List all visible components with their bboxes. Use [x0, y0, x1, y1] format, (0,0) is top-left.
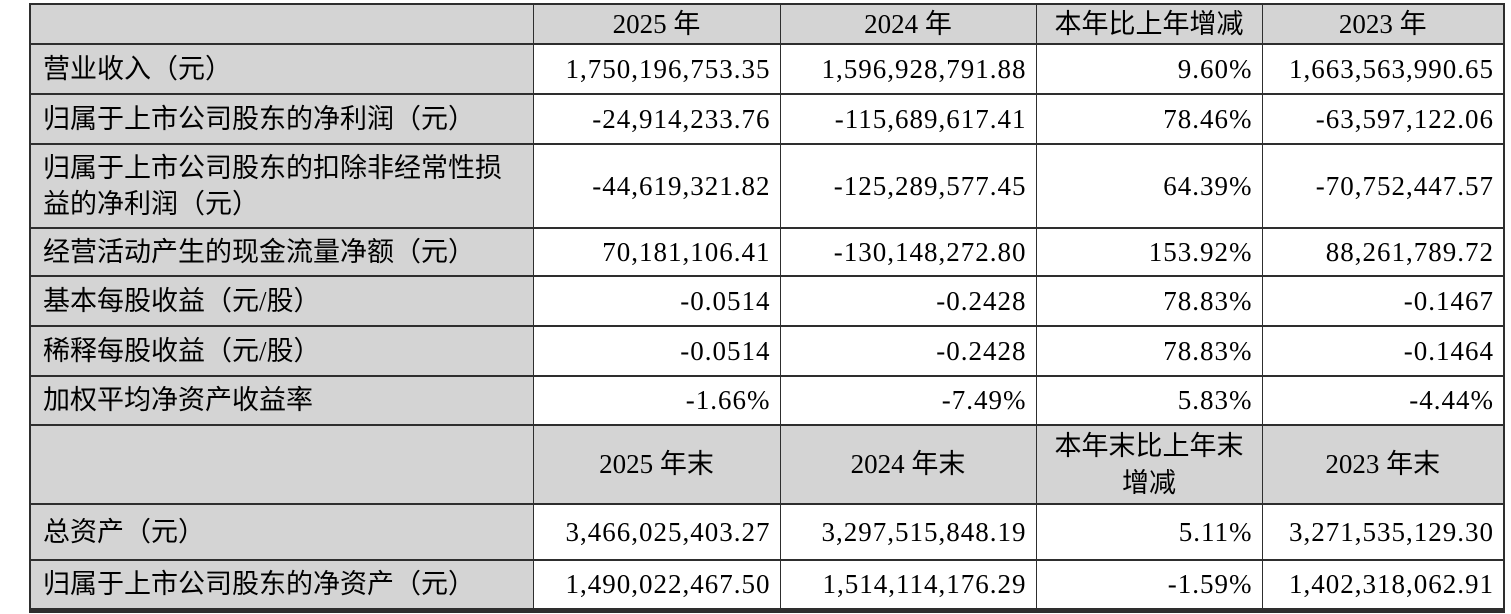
cell-value: -1.59%: [1035, 559, 1263, 613]
cell-value: 1,663,563,990.65: [1261, 43, 1505, 95]
table-row-basic-eps: 基本每股收益（元/股） -0.0514 -0.2428 78.83% -0.14…: [29, 275, 1505, 327]
annual-header-row: 2025 年 2024 年 本年比上年增减 2023 年: [29, 3, 1505, 45]
row-label: 归属于上市公司股东的净资产（元）: [29, 559, 534, 613]
cell-value: 5.83%: [1035, 375, 1263, 426]
row-label: 归属于上市公司股东的净利润（元）: [29, 93, 534, 145]
cell-value: -4.44%: [1261, 375, 1505, 426]
cell-value: -115,689,617.41: [779, 93, 1037, 145]
cell-value: 78.83%: [1035, 275, 1263, 327]
col-header-yoy-change: 本年比上年增减: [1035, 3, 1263, 45]
cell-value: -0.0514: [532, 325, 781, 377]
cell-value: -125,289,577.45: [779, 143, 1037, 229]
cell-value: -1.66%: [532, 375, 781, 426]
cell-value: -130,148,272.80: [779, 227, 1037, 277]
cell-value: -24,914,233.76: [532, 93, 781, 145]
row-label: 稀释每股收益（元/股）: [29, 325, 534, 377]
eoy-header-row: 2025 年末 2024 年末 本年末比上年末 增减 2023 年末: [29, 424, 1505, 505]
row-label: 经营活动产生的现金流量净额（元）: [29, 227, 534, 277]
table-row-weighted-avg-roe: 加权平均净资产收益率 -1.66% -7.49% 5.83% -4.44%: [29, 375, 1505, 426]
table-row-operating-cash-flow: 经营活动产生的现金流量净额（元） 70,181,106.41 -130,148,…: [29, 227, 1505, 277]
col-header-2024-eoy: 2024 年末: [779, 424, 1037, 505]
table-row-net-profit-excl-nonrecurring: 归属于上市公司股东的扣除非经常性损益的净利润（元） -44,619,321.82…: [29, 143, 1505, 229]
cell-value: -44,619,321.82: [532, 143, 781, 229]
cell-value: -70,752,447.57: [1261, 143, 1505, 229]
cell-value: 3,271,535,129.30: [1261, 503, 1505, 561]
cell-value: 78.46%: [1035, 93, 1263, 145]
cell-value: 3,466,025,403.27: [532, 503, 781, 561]
row-label: 基本每股收益（元/股）: [29, 275, 534, 327]
cell-value: 70,181,106.41: [532, 227, 781, 277]
row-label: 总资产（元）: [29, 503, 534, 561]
cell-value: 64.39%: [1035, 143, 1263, 229]
cell-value: 88,261,789.72: [1261, 227, 1505, 277]
col-header-eoy-change: 本年末比上年末 增减: [1035, 424, 1263, 505]
cell-value: 5.11%: [1035, 503, 1263, 561]
cell-value: 1,596,928,791.88: [779, 43, 1037, 95]
cell-value: -0.2428: [779, 275, 1037, 327]
cell-value: 153.92%: [1035, 227, 1263, 277]
cell-value: 78.83%: [1035, 325, 1263, 377]
table-row-diluted-eps: 稀释每股收益（元/股） -0.0514 -0.2428 78.83% -0.14…: [29, 325, 1505, 377]
cell-value: 3,297,515,848.19: [779, 503, 1037, 561]
cell-value: 1,750,196,753.35: [532, 43, 781, 95]
col-header-2024: 2024 年: [779, 3, 1037, 45]
table-row-total-assets: 总资产（元） 3,466,025,403.27 3,297,515,848.19…: [29, 503, 1505, 561]
col-header-2025-eoy: 2025 年末: [532, 424, 781, 505]
financial-summary-table: 2025 年 2024 年 本年比上年增减 2023 年 营业收入（元） 1,7…: [29, 3, 1505, 613]
cell-value: 1,514,114,176.29: [779, 559, 1037, 613]
cell-value: -7.49%: [779, 375, 1037, 426]
row-label: 归属于上市公司股东的扣除非经常性损益的净利润（元）: [29, 143, 534, 229]
col-header-2025: 2025 年: [532, 3, 781, 45]
cell-value: -0.2428: [779, 325, 1037, 377]
cell-value: 1,402,318,062.91: [1261, 559, 1505, 613]
table-row-net-profit: 归属于上市公司股东的净利润（元） -24,914,233.76 -115,689…: [29, 93, 1505, 145]
cell-value: 9.60%: [1035, 43, 1263, 95]
cell-value: -0.0514: [532, 275, 781, 327]
col-header-2023: 2023 年: [1261, 3, 1505, 45]
row-label: 加权平均净资产收益率: [29, 375, 534, 426]
cell-value: -0.1467: [1261, 275, 1505, 327]
row-label: 营业收入（元）: [29, 43, 534, 95]
cell-value: -0.1464: [1261, 325, 1505, 377]
col-header-2023-eoy: 2023 年末: [1261, 424, 1505, 505]
table-row-net-assets: 归属于上市公司股东的净资产（元） 1,490,022,467.50 1,514,…: [29, 559, 1505, 613]
cell-value: -63,597,122.06: [1261, 93, 1505, 145]
corner-cell-annual: [29, 3, 534, 45]
cell-value: 1,490,022,467.50: [532, 559, 781, 613]
table-row-operating-revenue: 营业收入（元） 1,750,196,753.35 1,596,928,791.8…: [29, 43, 1505, 95]
corner-cell-eoy: [29, 424, 534, 505]
